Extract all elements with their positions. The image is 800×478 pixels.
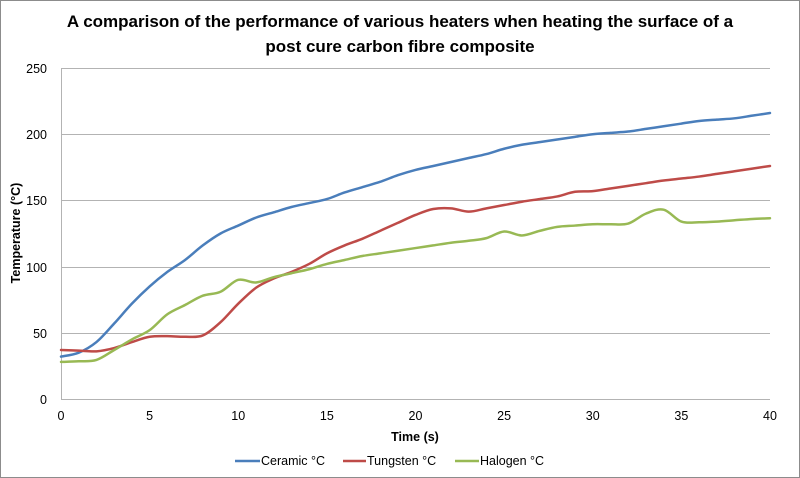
legend-label-halogen: Halogen °C [480,454,544,468]
series-lines [59,111,772,364]
x-tick-label: 35 [674,409,688,423]
y-axis-title: Temperature (°C) [9,183,23,284]
legend-item-halogen: Halogen °C [455,454,544,468]
y-tick-label: 150 [26,194,47,208]
chart-title-line-1: A comparison of the performance of vario… [67,12,734,31]
chart-title: A comparison of the performance of vario… [67,12,734,56]
x-tick-label: 25 [497,409,511,423]
chart-title-line-2: post cure carbon fibre composite [265,37,534,56]
y-tick-label: 200 [26,128,47,142]
y-axis-tick-labels: 0 50 100 150 200 250 [26,62,47,407]
y-tick-label: 100 [26,261,47,275]
y-tick-label: 250 [26,62,47,76]
y-tick-label: 0 [40,393,47,407]
x-tick-label: 15 [320,409,334,423]
series-line-ceramic [59,111,772,358]
x-tick-label: 10 [231,409,245,423]
x-tick-label: 20 [409,409,423,423]
x-tick-label: 30 [586,409,600,423]
y-tick-label: 50 [33,327,47,341]
legend-label-tungsten: Tungsten °C [367,454,436,468]
gridlines [61,68,770,334]
legend-item-tungsten: Tungsten °C [343,454,436,468]
legend: Ceramic °C Tungsten °C Halogen °C [235,454,544,468]
x-axis-tick-labels: 0 5 10 15 20 25 30 35 40 [58,409,777,423]
x-tick-label: 40 [763,409,777,423]
x-axis-title: Time (s) [391,430,439,444]
series-line-halogen [59,208,772,364]
x-tick-label: 5 [146,409,153,423]
series-line-tungsten [59,164,772,353]
legend-item-ceramic: Ceramic °C [235,454,325,468]
x-tick-label: 0 [58,409,65,423]
legend-label-ceramic: Ceramic °C [261,454,325,468]
